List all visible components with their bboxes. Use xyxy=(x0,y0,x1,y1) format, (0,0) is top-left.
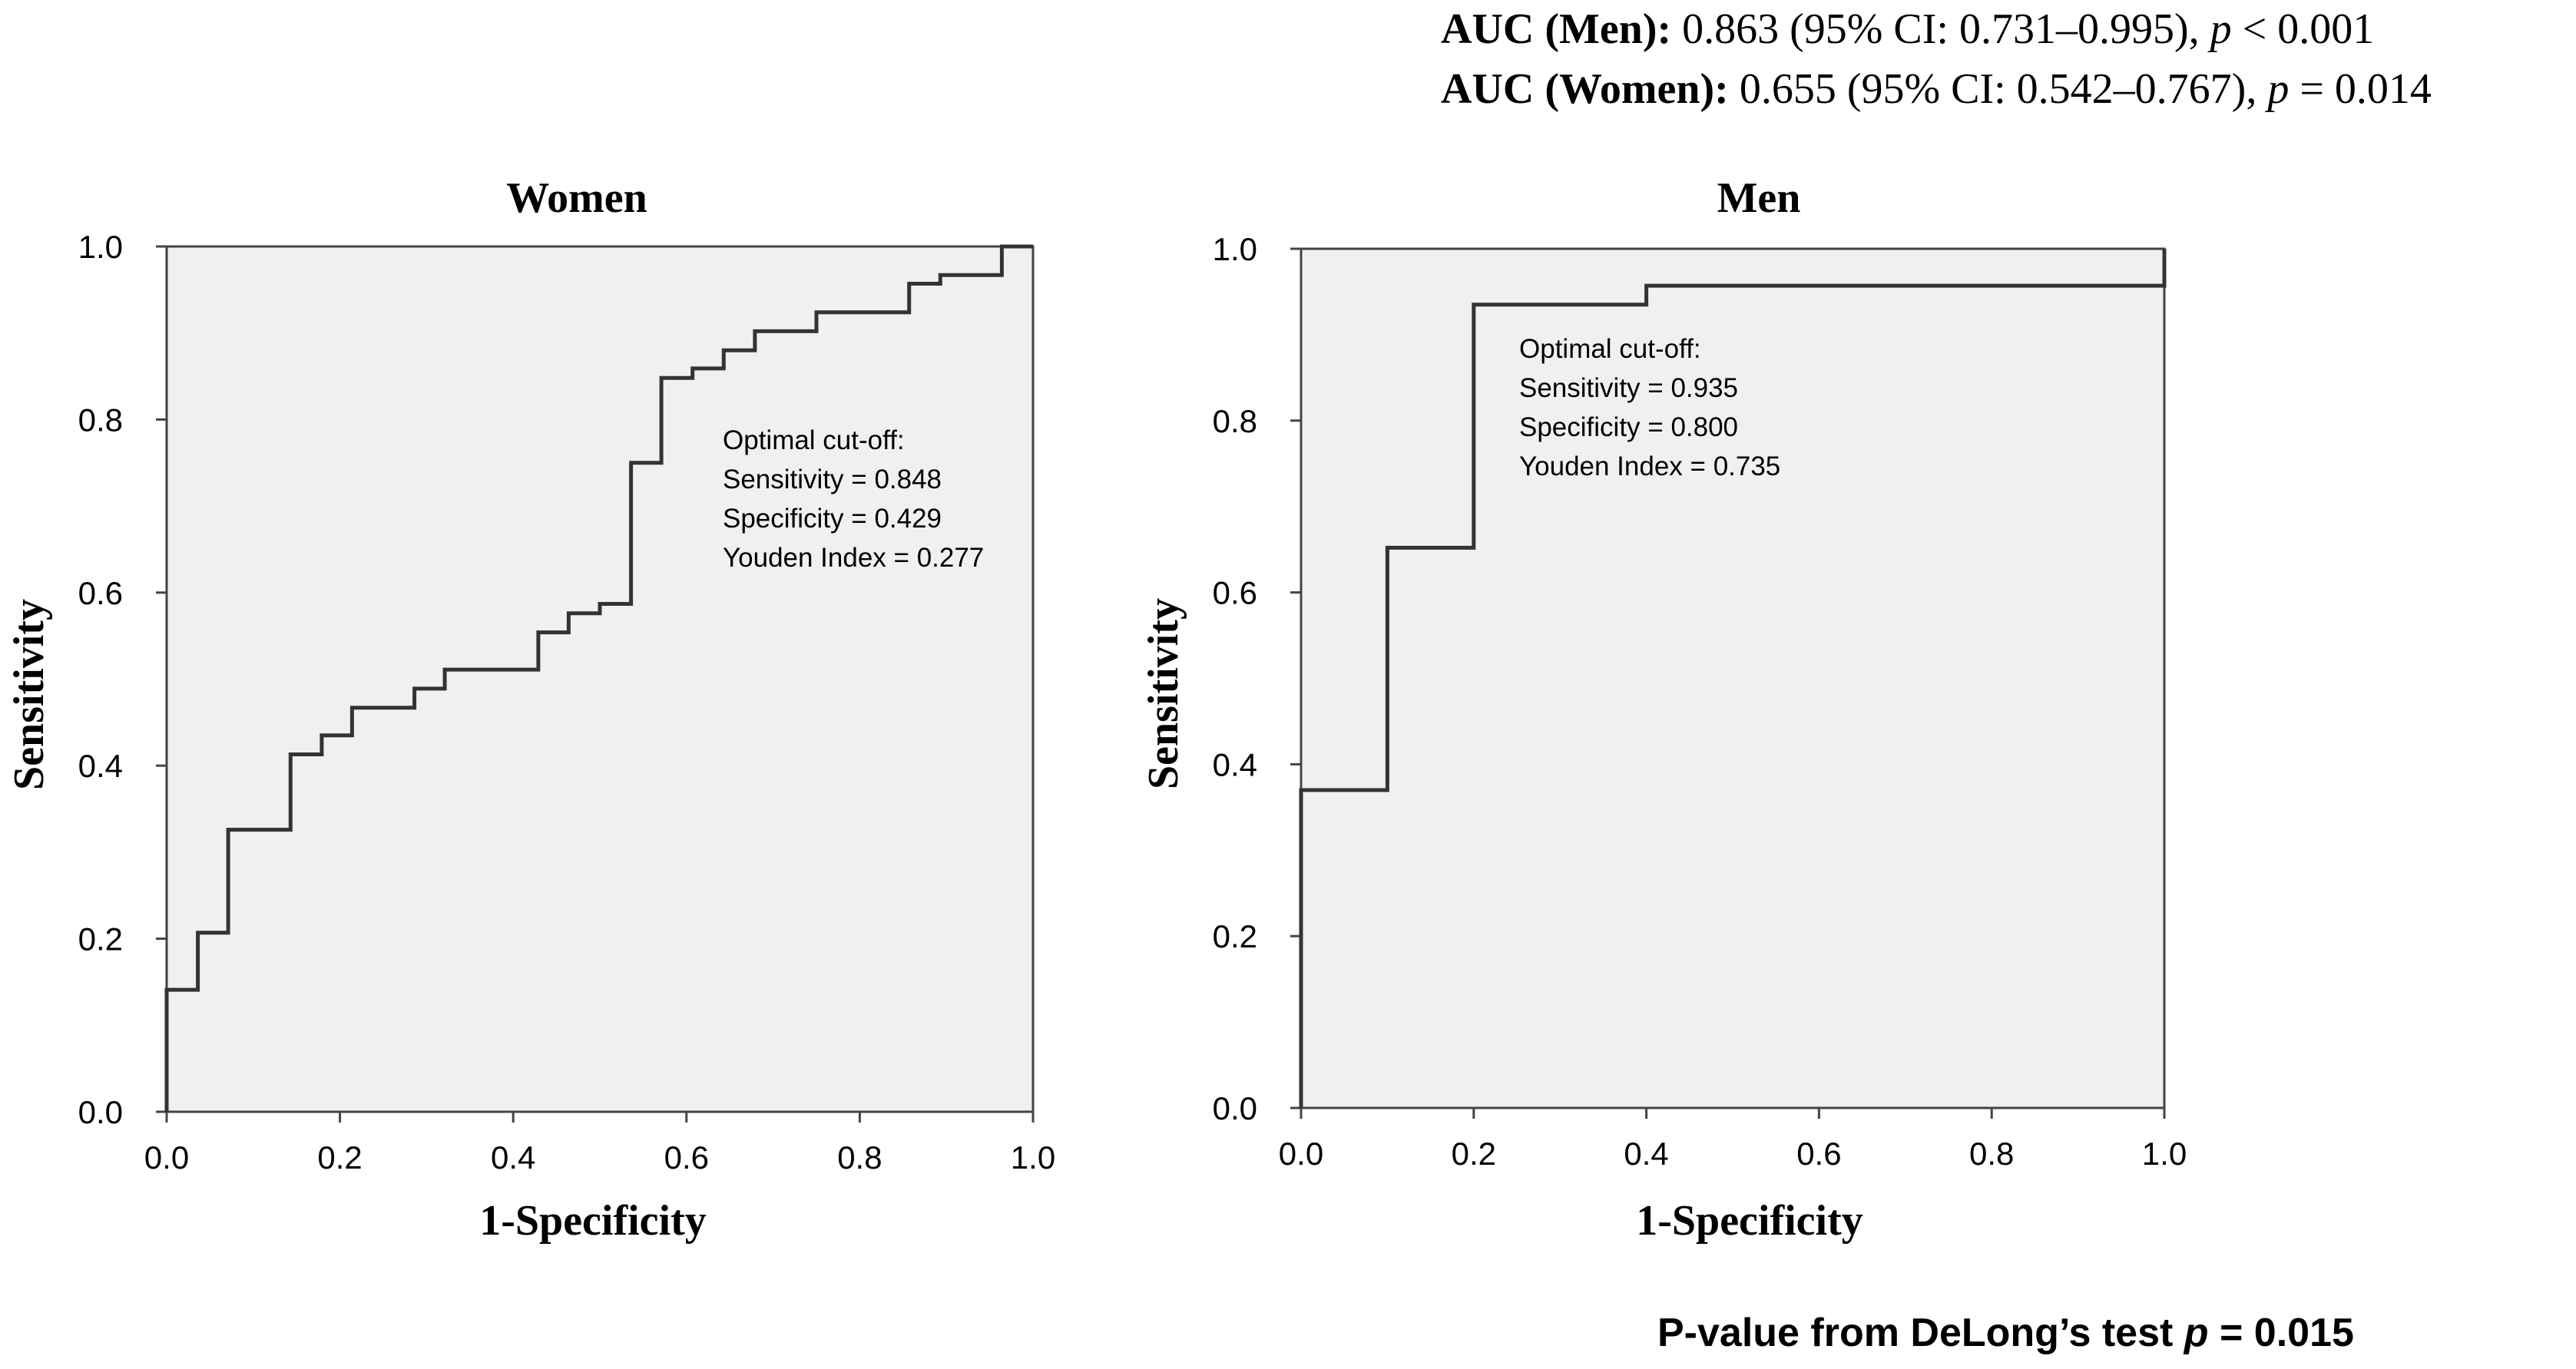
auc-men-value: 0.863 (95% CI: 0.731–0.995), xyxy=(1682,5,2210,53)
optimal-cutoff-annotation-line: Youden Index = 0.277 xyxy=(723,543,984,573)
roc-curve-line xyxy=(1299,249,2167,1108)
x-tick-label: 0.8 xyxy=(837,1139,882,1176)
x-tick-label: 0.2 xyxy=(1452,1136,1496,1172)
auc-men-line: AUC (Men): 0.863 (95% CI: 0.731–0.995), … xyxy=(1441,5,2374,54)
y-axis-label: Sensitivity xyxy=(5,599,53,790)
x-tick-label: 0.6 xyxy=(1796,1136,1841,1172)
optimal-cutoff-annotation-line: Sensitivity = 0.935 xyxy=(1519,373,1738,403)
auc-women-p-symbol: p xyxy=(2267,65,2290,113)
y-tick-label: 1.0 xyxy=(78,229,123,265)
y-tick-label: 0.0 xyxy=(1213,1090,1257,1126)
x-axis-label: 1-Specificity xyxy=(1636,1197,1862,1245)
x-tick-label: 0.0 xyxy=(1279,1136,1323,1172)
x-tick-label: 0.0 xyxy=(144,1139,189,1176)
x-tick-label: 0.6 xyxy=(664,1139,709,1176)
y-tick-label: 0.4 xyxy=(1213,746,1257,782)
x-tick-label: 0.4 xyxy=(1624,1136,1668,1172)
x-tick-label: 1.0 xyxy=(1011,1139,1055,1176)
x-axis-label: 1-Specificity xyxy=(479,1197,706,1245)
y-tick-label: 0.8 xyxy=(1213,403,1257,439)
chart-title: Men xyxy=(1717,174,1801,222)
y-tick-label: 0.2 xyxy=(78,921,123,957)
auc-women-label: AUC (Women): xyxy=(1441,65,1729,113)
x-tick-label: 0.8 xyxy=(1969,1136,2014,1172)
x-tick-label: 1.0 xyxy=(2142,1136,2187,1172)
delong-p-symbol: p xyxy=(2184,1311,2209,1355)
delong-post: = 0.015 xyxy=(2208,1311,2354,1355)
x-tick-label: 0.4 xyxy=(491,1139,535,1176)
y-axis-label: Sensitivity xyxy=(1140,598,1187,789)
y-tick-label: 0.8 xyxy=(78,402,123,438)
optimal-cutoff-annotation-line: Optimal cut-off: xyxy=(1519,334,1701,364)
optimal-cutoff-annotation-line: Specificity = 0.800 xyxy=(1519,412,1738,442)
optimal-cutoff-annotation-line: Youden Index = 0.735 xyxy=(1519,451,1780,481)
x-tick-label: 0.2 xyxy=(317,1139,362,1176)
auc-men-p-value: < 0.001 xyxy=(2231,5,2375,53)
auc-women-line: AUC (Women): 0.655 (95% CI: 0.542–0.767)… xyxy=(1441,64,2432,114)
y-tick-label: 0.6 xyxy=(1213,575,1257,611)
y-tick-label: 0.2 xyxy=(1213,918,1257,954)
y-tick-label: 0.6 xyxy=(78,575,123,611)
auc-women-p-value: = 0.014 xyxy=(2289,65,2432,113)
auc-men-p-symbol: p xyxy=(2210,5,2232,53)
plot-area xyxy=(165,245,1035,1113)
y-tick-label: 0.0 xyxy=(78,1094,123,1130)
optimal-cutoff-annotation-line: Specificity = 0.429 xyxy=(723,504,942,534)
y-tick-label: 0.4 xyxy=(78,748,123,784)
roc-curve-line xyxy=(164,244,1033,1112)
delong-test-note: P-value from DeLong’s test p = 0.015 xyxy=(1657,1310,2354,1356)
chart-title: Women xyxy=(506,174,647,222)
y-tick-label: 1.0 xyxy=(1213,231,1257,267)
optimal-cutoff-annotation-line: Sensitivity = 0.848 xyxy=(723,465,942,494)
delong-pre: P-value from DeLong’s test xyxy=(1657,1311,2184,1355)
plot-area xyxy=(1300,247,2166,1109)
auc-men-label: AUC (Men): xyxy=(1441,5,1672,53)
optimal-cutoff-annotation-line: Optimal cut-off: xyxy=(723,425,905,455)
auc-women-value: 0.655 (95% CI: 0.542–0.767), xyxy=(1739,65,2268,113)
